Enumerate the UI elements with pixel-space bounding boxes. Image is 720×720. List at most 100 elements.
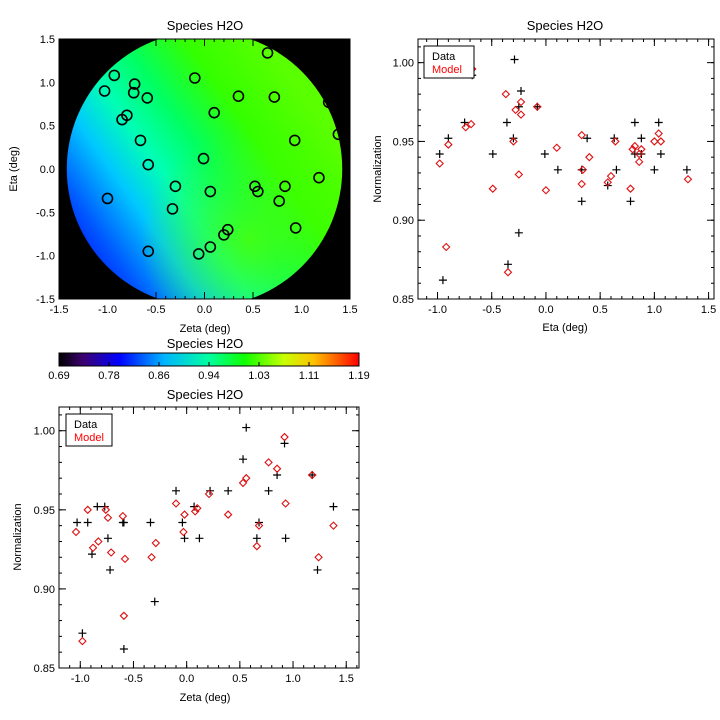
eta-scatter-data-point bbox=[540, 150, 549, 159]
eta-scatter-x-tick-label: -1.0 bbox=[428, 304, 447, 316]
eta-scatter-data-point bbox=[637, 134, 646, 143]
colorbar-ticks: 0.69 0.78 0.86 0.94 1.03 1.11 1.19 bbox=[48, 362, 370, 382]
zeta-scatter-model-point bbox=[118, 511, 128, 521]
eta-scatter-y-tick-label: 0.95 bbox=[393, 136, 414, 148]
eta-scatter-model-point bbox=[514, 170, 524, 179]
colorbar-title: Species H2O bbox=[167, 336, 244, 351]
target-circle-marker bbox=[268, 91, 281, 103]
zeta-scatter-y-tick-label: 0.95 bbox=[34, 505, 55, 517]
zeta-scatter-points bbox=[71, 423, 338, 654]
eta-scatter-model-point bbox=[637, 145, 646, 154]
zeta-scatter-legend: Data Model bbox=[65, 413, 113, 447]
colorbar: Species H2O 0.69 0.78 0.86 0.94 1.03 1.11 1.19 bbox=[48, 336, 369, 382]
eta-scatter-model-point bbox=[552, 143, 562, 153]
eta-scatter-model-point bbox=[532, 102, 542, 112]
eta-legend-data: Data bbox=[432, 51, 456, 63]
zeta-scatter-model-point bbox=[147, 552, 156, 562]
heatmap-y-tick-label: 0.5 bbox=[40, 121, 55, 133]
eta-scatter-model-point bbox=[611, 137, 620, 146]
zeta-scatter-data-point bbox=[195, 534, 204, 543]
target-circle-marker bbox=[197, 152, 210, 165]
target-circle-marker bbox=[232, 90, 245, 102]
eta-scatter-data-point bbox=[514, 228, 523, 237]
heatmap-x-tick-label: -1.5 bbox=[50, 304, 69, 316]
zeta-legend-data: Data bbox=[74, 419, 98, 431]
zeta-scatter-data-point bbox=[119, 518, 128, 527]
zeta-scatter-data-point bbox=[329, 502, 338, 511]
zeta-scatter-model-point bbox=[223, 510, 233, 519]
zeta-scatter-data-point bbox=[239, 455, 248, 464]
eta-scatter-model-point bbox=[511, 105, 520, 115]
heatmap-y-tick-label: -1.0 bbox=[36, 251, 55, 263]
eta-scatter-model-point bbox=[626, 184, 635, 193]
eta-scatter-data-point bbox=[626, 197, 635, 206]
eta-scatter-model-point bbox=[634, 157, 644, 167]
colorbar-tick-label: 1.19 bbox=[348, 370, 369, 382]
zeta-scatter-model-point bbox=[106, 548, 116, 557]
zeta-scatter-model-point bbox=[88, 543, 98, 553]
zeta-scatter-y-tick-label: 0.85 bbox=[34, 663, 55, 675]
eta-scatter-model-point bbox=[577, 179, 586, 189]
eta-scatter-model-point bbox=[541, 185, 551, 195]
zeta-scatter-model-point bbox=[272, 464, 282, 473]
eta-scatter-model-point bbox=[503, 267, 513, 277]
eta-scatter-model-point bbox=[509, 137, 518, 146]
eta-scatter-data-point bbox=[517, 87, 526, 95]
eta-scatter-data-point bbox=[503, 260, 512, 269]
eta-scatter-model-point bbox=[441, 242, 451, 252]
zeta-scatter-model-point bbox=[264, 458, 273, 467]
zeta-scatter-data-point bbox=[281, 534, 290, 543]
zeta-scatter-x-tick-label: -1.0 bbox=[71, 673, 90, 685]
eta-scatter-model-point bbox=[466, 119, 476, 129]
eta-scatter-model-point bbox=[461, 122, 470, 132]
zeta-scatter-model-point bbox=[280, 432, 289, 442]
zeta-scatter-data-point bbox=[252, 534, 261, 543]
heatmap-x-tick-label: 0.5 bbox=[245, 304, 260, 316]
eta-scatter-model-point bbox=[630, 141, 640, 151]
zeta-scatter-model-point bbox=[329, 521, 338, 530]
eta-legend-box bbox=[423, 45, 475, 79]
eta-scatter-legend: Data Model bbox=[423, 45, 475, 79]
eta-scatter-data-point bbox=[502, 118, 511, 127]
target-circle-marker bbox=[101, 192, 114, 205]
eta-scatter-data-point bbox=[656, 150, 665, 159]
colorbar-tick-label: 0.94 bbox=[198, 370, 219, 382]
eta-scatter-data-point bbox=[553, 165, 562, 174]
target-circle-marker bbox=[166, 203, 179, 215]
eta-scatter-data-point bbox=[612, 165, 621, 174]
zeta-scatter-data-point bbox=[264, 486, 273, 495]
eta-scatter-x-tick-label: -0.5 bbox=[482, 304, 501, 316]
eta-scatter-model-point bbox=[444, 140, 453, 149]
eta-scatter-model-point bbox=[603, 178, 613, 187]
target-circle-marker bbox=[108, 69, 121, 82]
eta-scatter-model-point bbox=[628, 145, 637, 154]
zeta-scatter-model-point bbox=[190, 507, 200, 516]
zeta-scatter-ticks: -1.0 -0.5 0.0 0.5 1.0 1.5 0.85 0.90 0.95 1.00 bbox=[34, 407, 359, 685]
eta-scatter-model-point bbox=[606, 171, 616, 181]
zeta-scatter-model-point bbox=[119, 611, 129, 621]
zeta-scatter-model-point bbox=[307, 470, 317, 480]
target-circle-marker bbox=[313, 171, 325, 184]
eta-scatter-model-point bbox=[501, 89, 511, 99]
heatmap-x-tick-label: 1.0 bbox=[294, 304, 309, 316]
eta-scatter-model-point bbox=[577, 130, 586, 140]
zeta-scatter-model-point bbox=[78, 636, 87, 646]
heatmap-ticks: -1.5 -1.0 -0.5 0.0 0.5 1.0 1.5 -1.5 -1.0 -0.5 0.0 0… bbox=[36, 34, 358, 316]
zeta-scatter-model-point bbox=[314, 552, 323, 562]
colorbar-tick-label: 1.03 bbox=[248, 370, 269, 382]
zeta-scatter-model-point bbox=[94, 537, 103, 546]
eta-scatter-model-point bbox=[578, 165, 588, 175]
zeta-legend-model: Model bbox=[74, 432, 104, 444]
zeta-legend-box bbox=[65, 413, 113, 447]
zeta-scatter-model-point bbox=[179, 527, 188, 537]
eta-scatter-title: Species H2O bbox=[527, 18, 604, 33]
target-circle-marker bbox=[134, 134, 147, 147]
colorbar-tick-label: 0.69 bbox=[48, 370, 69, 382]
heatmap-title: Species H2O bbox=[167, 18, 244, 33]
target-circle-marker bbox=[204, 185, 217, 198]
eta-scatter-y-tick-label: 0.85 bbox=[393, 294, 414, 306]
zeta-scatter-data-point bbox=[242, 423, 251, 432]
target-circle-marker bbox=[273, 195, 285, 207]
eta-scatter-data-point bbox=[682, 165, 691, 174]
zeta-scatter-model-point bbox=[101, 505, 111, 515]
